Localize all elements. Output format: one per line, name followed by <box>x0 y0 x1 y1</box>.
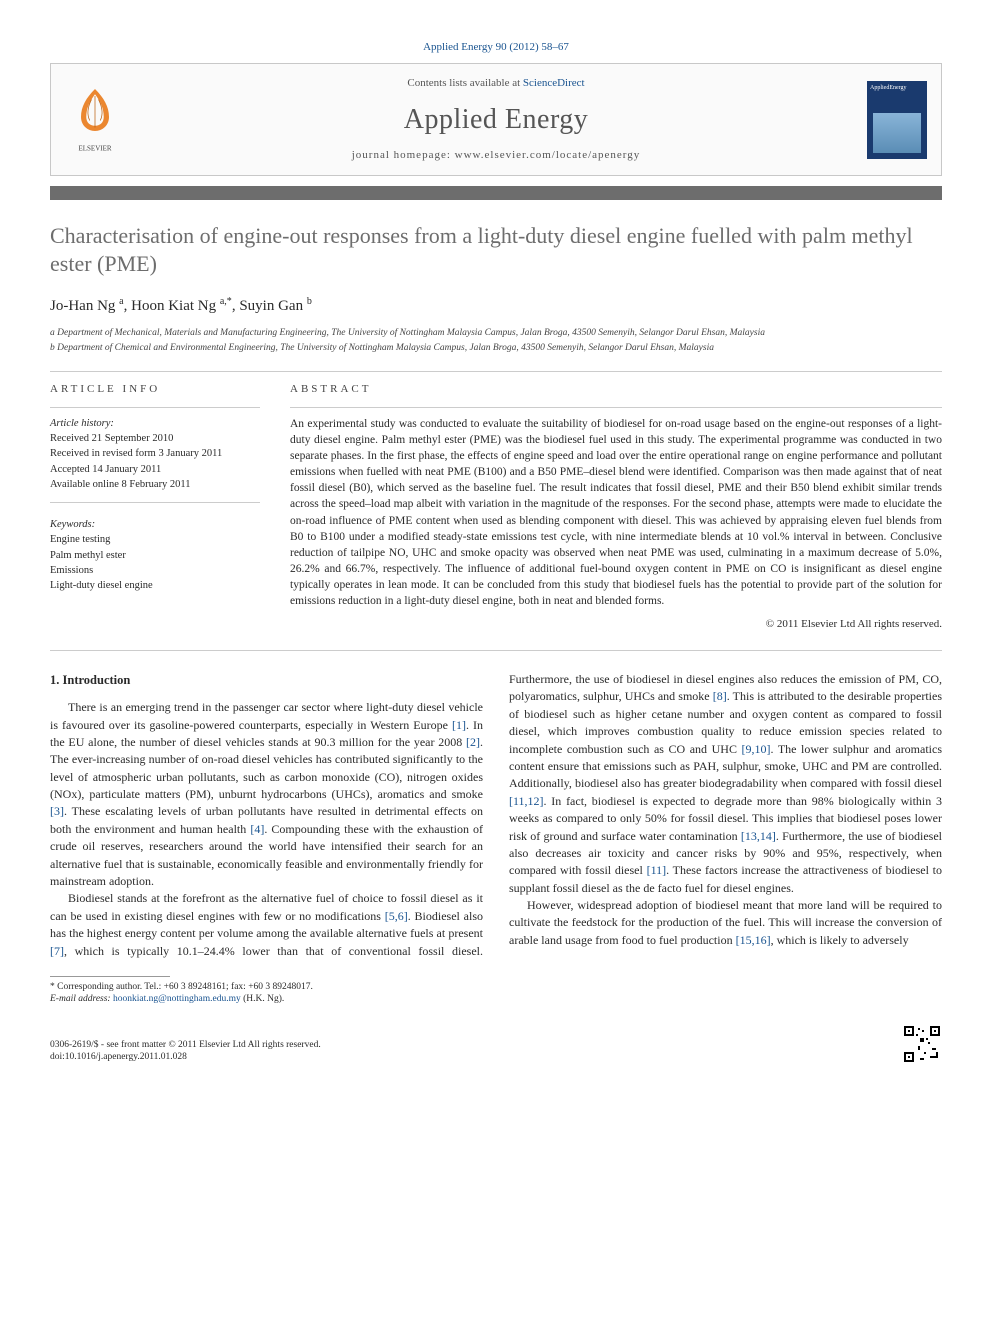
affiliation-a: a Department of Mechanical, Materials an… <box>50 327 942 340</box>
sciencedirect-link[interactable]: ScienceDirect <box>523 77 585 89</box>
cover-thumb-image <box>873 113 921 153</box>
qr-code-icon <box>902 1024 942 1064</box>
history-revised: Received in revised form 3 January 2011 <box>50 446 260 461</box>
abstract-copyright: © 2011 Elsevier Ltd All rights reserved. <box>290 617 942 632</box>
article-info-column: ARTICLE INFO Article history: Received 2… <box>50 382 260 632</box>
article-title: Characterisation of engine-out responses… <box>50 222 942 277</box>
journal-homepage-line: journal homepage: www.elsevier.com/locat… <box>139 148 853 163</box>
article-info-heading: ARTICLE INFO <box>50 382 260 397</box>
history-online: Available online 8 February 2011 <box>50 477 260 492</box>
history-label: Article history: <box>50 416 260 431</box>
journal-header-box: ELSEVIER Contents lists available at Sci… <box>50 63 942 176</box>
footnote-separator <box>50 976 170 977</box>
corr-email-who: (H.K. Ng). <box>243 994 284 1004</box>
authors-line: Jo-Han Ng a, Hoon Kiat Ng a,*, Suyin Gan… <box>50 295 942 316</box>
elsevier-logo-text: ELSEVIER <box>78 145 111 153</box>
keyword-4: Light-duty diesel engine <box>50 578 260 593</box>
contents-prefix: Contents lists available at <box>407 77 522 89</box>
contents-available-line: Contents lists available at ScienceDirec… <box>139 76 853 91</box>
keywords-label: Keywords: <box>50 517 260 532</box>
accent-bar <box>50 186 942 200</box>
abstract-column: ABSTRACT An experimental study was condu… <box>290 382 942 632</box>
keyword-1: Engine testing <box>50 532 260 547</box>
corr-author-line: * Corresponding author. Tel.: +60 3 8924… <box>50 981 942 993</box>
intro-para-1: There is an emerging trend in the passen… <box>50 699 483 890</box>
cover-thumb-label: AppliedEnergy <box>870 84 907 92</box>
citation-line: Applied Energy 90 (2012) 58–67 <box>50 40 942 55</box>
body-two-column: 1. Introduction There is an emerging tre… <box>50 671 942 960</box>
journal-cover-thumbnail: AppliedEnergy <box>867 81 927 159</box>
keyword-2: Palm methyl ester <box>50 548 260 563</box>
divider <box>50 371 942 372</box>
doi-line: doi:10.1016/j.apenergy.2011.01.028 <box>50 1051 321 1063</box>
elsevier-logo: ELSEVIER <box>65 82 139 157</box>
page-footer: 0306-2619/$ - see front matter © 2011 El… <box>50 1024 942 1064</box>
affiliations: a Department of Mechanical, Materials an… <box>50 327 942 356</box>
abstract-text: An experimental study was conducted to e… <box>290 416 942 609</box>
intro-para-3: However, widespread adoption of biodiese… <box>509 897 942 949</box>
homepage-prefix: journal homepage: <box>352 149 455 161</box>
issn-line: 0306-2619/$ - see front matter © 2011 El… <box>50 1039 321 1051</box>
affiliation-b: b Department of Chemical and Environment… <box>50 342 942 355</box>
corresponding-author-footnote: * Corresponding author. Tel.: +60 3 8924… <box>50 981 942 1006</box>
corr-email[interactable]: hoonkiat.ng@nottingham.edu.my <box>113 994 241 1004</box>
journal-title: Applied Energy <box>139 101 853 139</box>
history-accepted: Accepted 14 January 2011 <box>50 462 260 477</box>
history-received: Received 21 September 2010 <box>50 431 260 446</box>
section-1-heading: 1. Introduction <box>50 671 483 689</box>
keyword-3: Emissions <box>50 563 260 578</box>
email-label: E-mail address: <box>50 994 111 1004</box>
abstract-heading: ABSTRACT <box>290 382 942 397</box>
divider-below-abstract <box>50 650 942 651</box>
homepage-url[interactable]: www.elsevier.com/locate/apenergy <box>455 149 641 161</box>
